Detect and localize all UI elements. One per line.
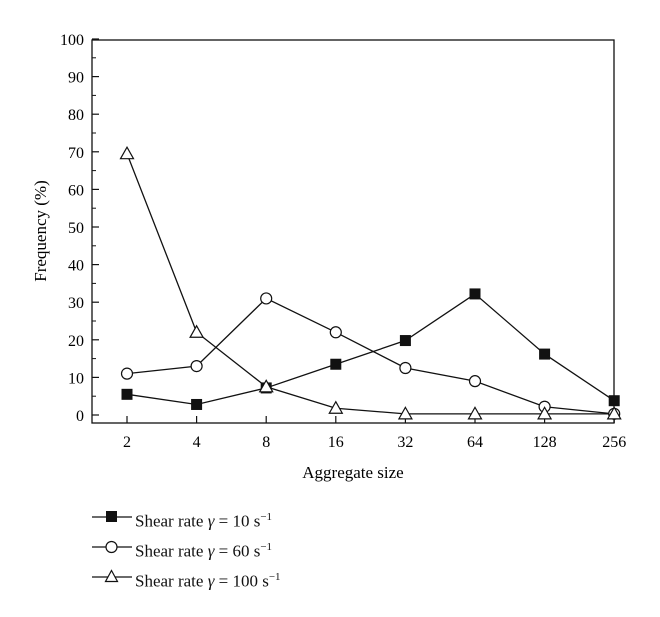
legend-marker-square	[92, 511, 132, 522]
circle-marker	[260, 292, 273, 305]
triangle-marker	[467, 406, 483, 420]
series-lines	[126, 153, 615, 415]
square-marker	[608, 395, 620, 407]
legend-label-100: Shear rate γ = 100 s−1	[135, 571, 281, 591]
y-tick-label: 100	[60, 32, 84, 49]
circle-marker	[399, 361, 412, 375]
circle-marker	[468, 375, 482, 388]
series-line-2	[126, 153, 615, 415]
y-tick-label: 20	[68, 333, 84, 350]
legend-label-60: Shear rate γ = 60 s−1	[135, 541, 273, 561]
series-markers	[119, 145, 622, 420]
legend-marker-triangle	[92, 569, 132, 583]
triangle-marker	[606, 406, 622, 420]
x-axis: 2 4 8 16 32 64 128 256	[123, 416, 626, 451]
x-tick-label: 8	[262, 434, 270, 451]
legend-label-10: Shear rate γ = 10 s−1	[135, 511, 273, 531]
x-tick-label: 128	[533, 434, 557, 451]
legend-marker-circle	[92, 540, 132, 554]
y-axis: 0 10 20 30 40 50 60 70 80 90 100	[60, 32, 99, 425]
triangle-marker	[537, 406, 553, 420]
y-tick-label: 10	[68, 370, 84, 387]
square-marker	[121, 388, 133, 400]
x-tick-label: 64	[467, 434, 483, 451]
square-marker	[469, 288, 481, 300]
square-marker	[399, 335, 411, 347]
y-tick-label: 50	[68, 220, 84, 237]
x-tick-label: 256	[602, 434, 626, 451]
y-axis-label: Frequency (%)	[31, 180, 50, 282]
square-marker	[539, 348, 551, 360]
x-tick-label: 32	[397, 434, 413, 451]
y-tick-label: 70	[68, 145, 84, 162]
y-tick-label: 90	[68, 70, 84, 87]
x-tick-label: 2	[123, 434, 131, 451]
square-marker	[191, 398, 203, 410]
chart: 0 10 20 30 40 50 60 70 80 90 100 2 4 8 16 32 64 128 256 F…	[31, 32, 626, 482]
circle-marker	[329, 326, 342, 339]
triangle-marker	[119, 145, 135, 160]
x-tick-label: 4	[193, 434, 201, 451]
triangle-marker	[258, 379, 274, 393]
triangle-marker	[328, 400, 344, 414]
y-tick-label: 40	[68, 258, 84, 275]
x-axis-label: Aggregate size	[302, 463, 403, 482]
y-tick-label: 80	[68, 107, 84, 124]
y-tick-label: 30	[68, 295, 84, 312]
circle-marker	[190, 360, 203, 373]
triangle-marker	[397, 406, 413, 420]
triangle-marker	[189, 324, 205, 338]
square-marker	[330, 358, 342, 370]
circle-marker	[120, 367, 134, 380]
y-tick-label: 0	[76, 408, 84, 425]
y-tick-label: 60	[68, 182, 84, 199]
x-tick-label: 16	[328, 434, 344, 451]
plot-frame	[91, 39, 615, 424]
series-line-1	[126, 297, 615, 415]
series-line-0	[126, 293, 615, 406]
